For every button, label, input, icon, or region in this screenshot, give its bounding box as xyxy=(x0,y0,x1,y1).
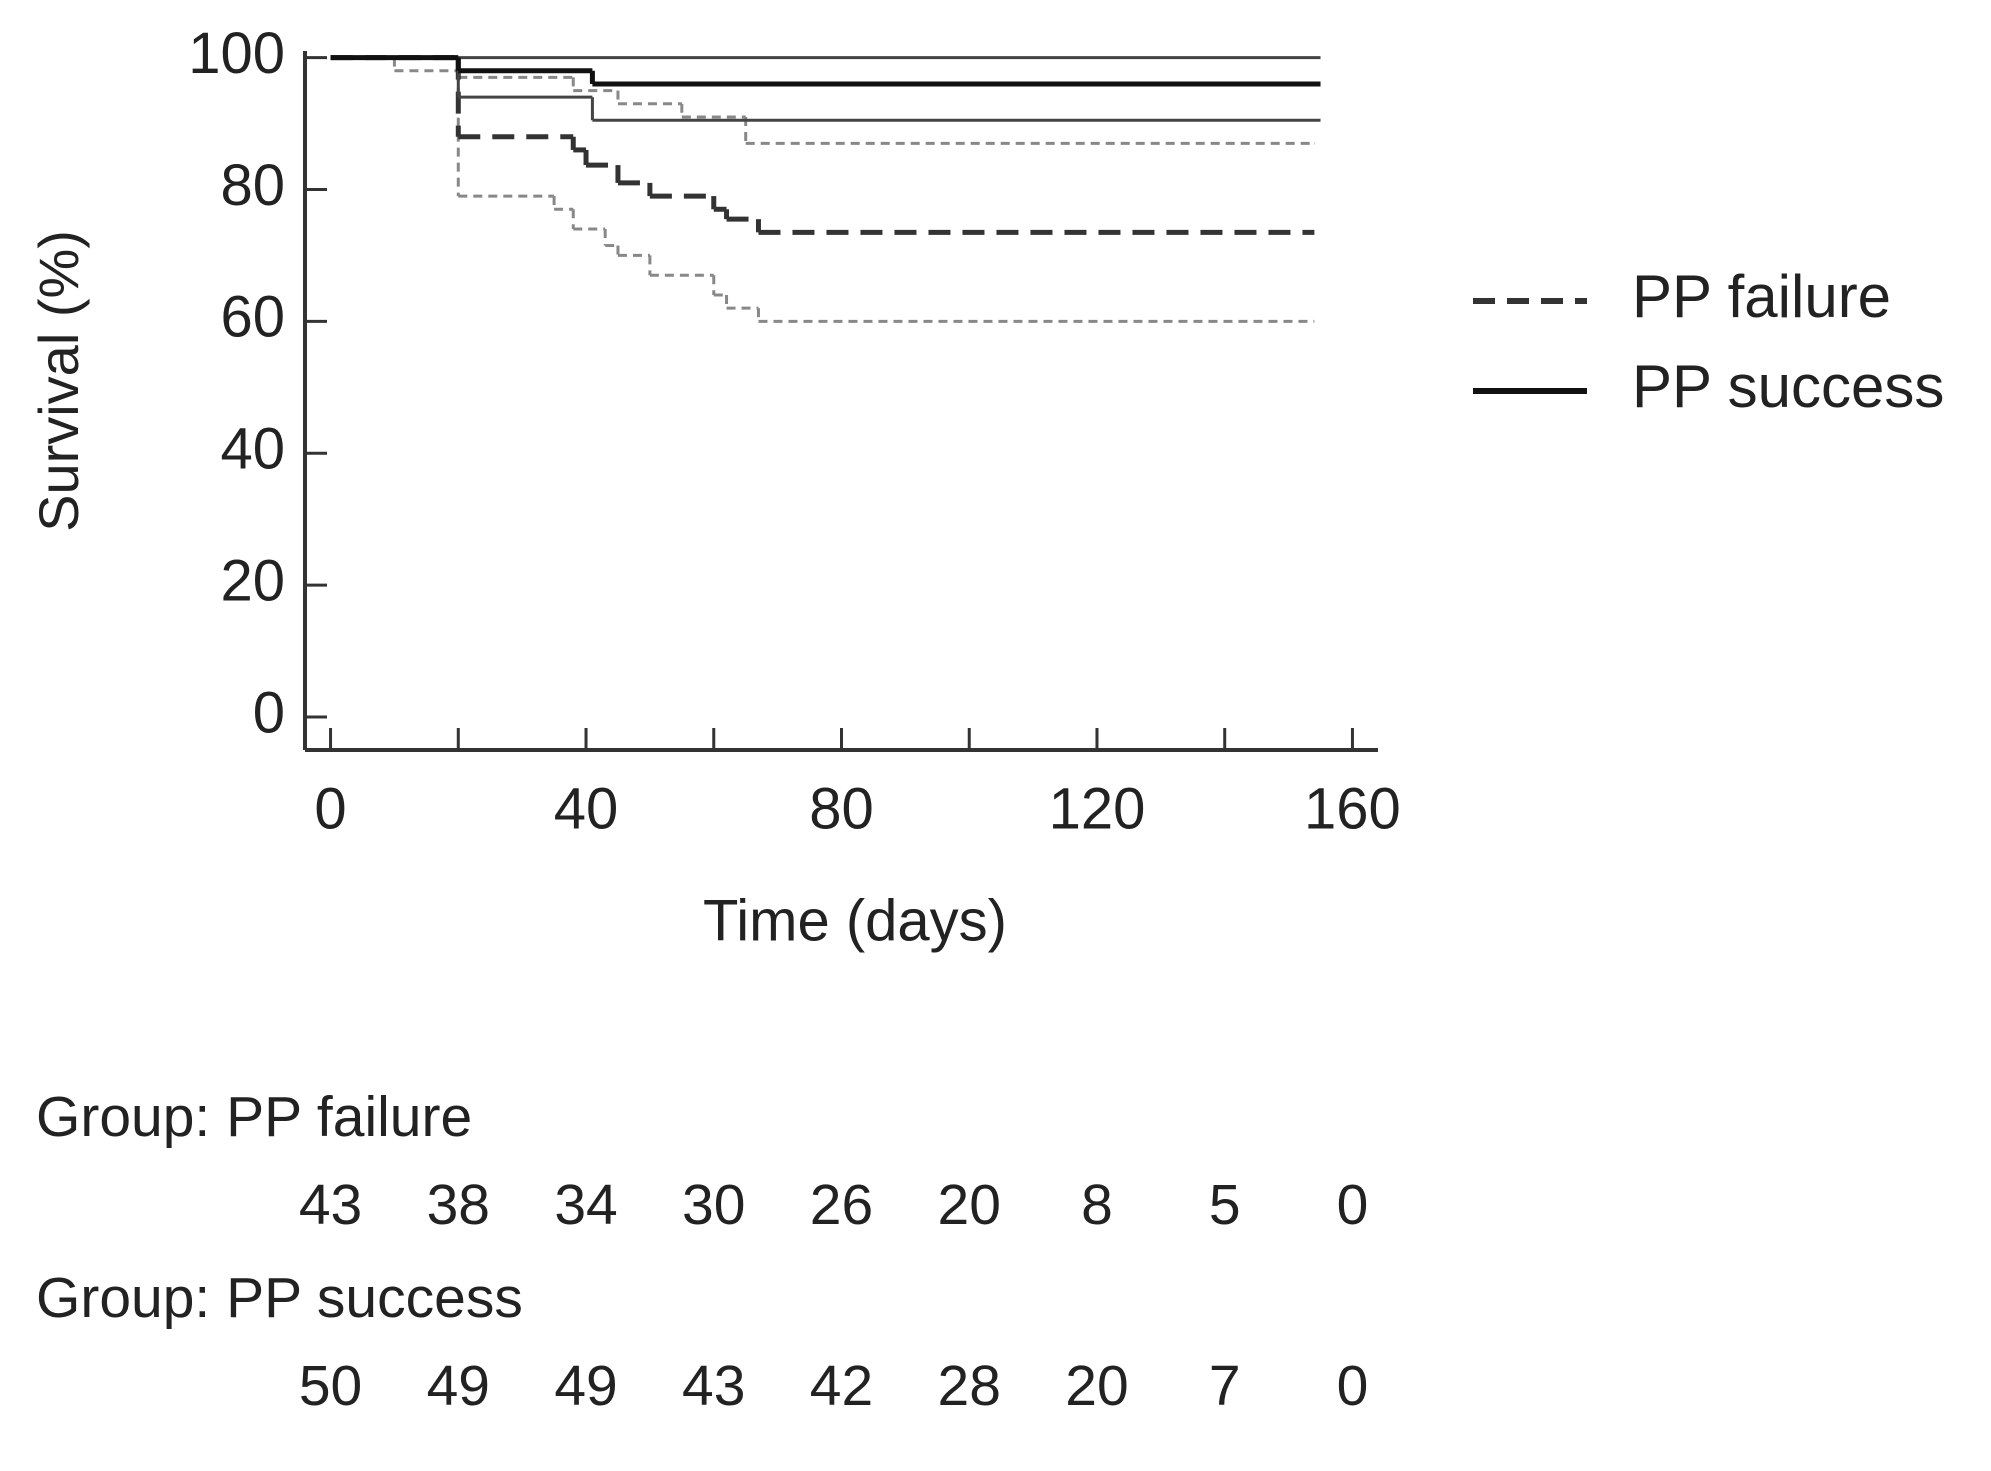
risk-count: 20 xyxy=(1065,1354,1128,1418)
risk-count: 20 xyxy=(938,1173,1001,1237)
x-tick-label: 0 xyxy=(314,776,346,841)
risk-count: 49 xyxy=(554,1354,617,1418)
risk-count: 28 xyxy=(938,1354,1001,1418)
risk-count: 30 xyxy=(682,1173,745,1237)
y-axis-title: Survival (%) xyxy=(27,230,90,532)
y-tick-label: 80 xyxy=(220,153,285,218)
y-tick-label: 0 xyxy=(253,680,285,745)
x-tick-label: 80 xyxy=(809,776,874,841)
x-tick-label: 160 xyxy=(1304,776,1401,841)
risk-count: 7 xyxy=(1209,1354,1241,1418)
risk-count: 26 xyxy=(810,1173,873,1237)
x-axis-title: Time (days) xyxy=(703,888,1007,953)
risk-group-label: Group: PP success xyxy=(36,1266,523,1330)
risk-count: 34 xyxy=(554,1173,617,1237)
y-tick-label: 20 xyxy=(220,548,285,613)
risk-count: 8 xyxy=(1081,1173,1113,1237)
risk-count: 38 xyxy=(427,1173,490,1237)
risk-group-label: Group: PP failure xyxy=(36,1085,472,1149)
risk-count: 0 xyxy=(1337,1173,1369,1237)
risk-count: 0 xyxy=(1337,1354,1369,1418)
y-tick-label: 60 xyxy=(220,285,285,350)
risk-count: 5 xyxy=(1209,1173,1241,1237)
risk-count: 43 xyxy=(682,1354,745,1418)
y-tick-label: 100 xyxy=(188,21,285,86)
risk-count: 49 xyxy=(427,1354,490,1418)
risk-count: 43 xyxy=(299,1173,362,1237)
x-tick-label: 40 xyxy=(554,776,619,841)
legend-label: PP success xyxy=(1632,353,1944,420)
y-tick-label: 40 xyxy=(220,417,285,482)
x-tick-label: 120 xyxy=(1049,776,1146,841)
legend-label: PP failure xyxy=(1632,263,1891,330)
risk-count: 50 xyxy=(299,1354,362,1418)
risk-count: 42 xyxy=(810,1354,873,1418)
